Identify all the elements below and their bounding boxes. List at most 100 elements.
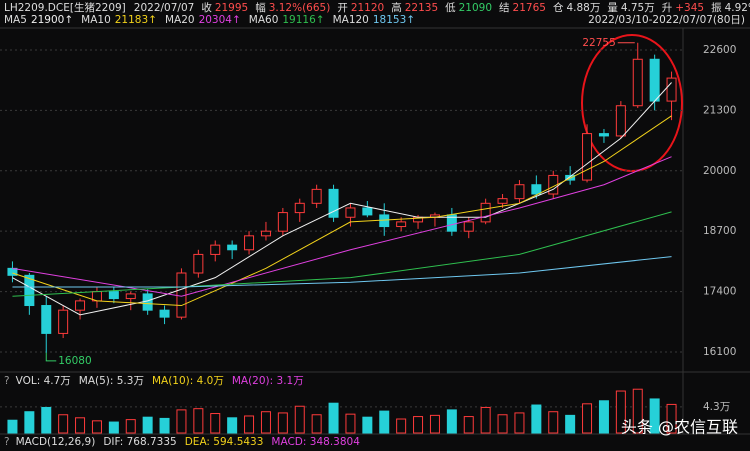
volume-bar: [91, 420, 102, 434]
field-label: 高: [391, 1, 402, 14]
volume-bar: [582, 403, 593, 434]
volume-bar: [24, 411, 35, 434]
candle-body: [260, 230, 271, 237]
high-annotation: 22755: [582, 37, 615, 49]
volume-bar: [615, 390, 626, 434]
volume-bar: [41, 406, 52, 434]
volume-bar: [565, 414, 576, 434]
volume-bar: [514, 412, 525, 434]
field-label: 振: [711, 1, 722, 14]
y-tick-label: 18700: [703, 225, 736, 237]
candle-body: [142, 293, 153, 311]
field-value: 4.88万: [566, 2, 600, 14]
legend-value: 21183↑: [115, 14, 157, 26]
macd-legend: DEA: 594.5433: [185, 436, 264, 448]
annotation-arrow: [45, 352, 57, 362]
candle-body: [24, 274, 35, 307]
candle-body: [193, 253, 204, 274]
symbol: LH2209.DCE[生猪2209]: [4, 1, 126, 14]
volume-legend: MA(5): 5.3万: [79, 375, 144, 387]
volume-bar: [210, 413, 221, 434]
field-label: 幅: [255, 1, 266, 14]
ma-line: [12, 82, 672, 316]
y-tick-label: 20000: [703, 165, 736, 177]
candle-body: [480, 202, 491, 223]
candle-body: [58, 309, 69, 334]
volume-bar: [345, 413, 356, 434]
candle-body: [615, 105, 626, 137]
date-range: 2022/03/10-2022/07/07(80日): [588, 14, 745, 26]
help-icon: ?: [4, 375, 10, 387]
field-value: +345: [675, 2, 704, 14]
candle-body: [108, 291, 119, 300]
legend-value: 20304↑: [199, 14, 241, 26]
volume-bar: [75, 417, 86, 434]
volume-bar: [598, 400, 609, 434]
candle-body: [75, 300, 86, 311]
y-tick-label: 16100: [703, 346, 736, 358]
macd-legend: MACD(12,26,9): [16, 436, 96, 448]
volume-bar: [463, 416, 474, 434]
candle-body: [41, 305, 52, 334]
field-value: 4.75万: [621, 2, 655, 14]
field-value: 4.92%: [725, 2, 750, 14]
volume-bar: [311, 414, 322, 434]
candle-body: [463, 221, 474, 232]
volume-bar: [666, 403, 677, 434]
field-label: 仓: [553, 1, 564, 14]
candle-body: [582, 133, 593, 181]
candle-body: [396, 221, 407, 228]
candle-body: [598, 133, 609, 137]
candle-body: [514, 184, 525, 200]
candle-body: [277, 212, 288, 232]
date: 2022/07/07: [134, 2, 195, 14]
field-label: 结: [499, 1, 510, 14]
candle-body: [328, 188, 339, 218]
volume-bar: [328, 402, 339, 434]
legend-value: 18153↑: [373, 14, 415, 26]
volume-legend: MA(10): 4.0万: [152, 375, 224, 387]
y-tick-label: 4.3万: [703, 401, 730, 413]
volume-bar: [548, 411, 559, 434]
volume-bar: [294, 405, 305, 434]
ma-line: [12, 115, 672, 307]
volume-bar: [480, 406, 491, 434]
field-label: 升: [662, 2, 673, 14]
field-value: 21090: [459, 2, 492, 14]
legend-value: 19116↑: [282, 14, 324, 26]
candle-body: [497, 198, 508, 204]
candle-body: [379, 214, 390, 228]
volume-bar: [193, 408, 204, 434]
legend-name: MA20: [165, 14, 195, 26]
candle-body: [345, 207, 356, 218]
volume-bar: [125, 419, 136, 434]
volume-bar: [429, 414, 440, 434]
volume-bar: [260, 411, 271, 434]
ma-line: [12, 211, 672, 297]
legend-name: MA5: [4, 14, 27, 26]
candle-body: [649, 58, 660, 102]
volume-bar: [413, 416, 424, 434]
candle-body: [666, 77, 677, 102]
field-label: 收: [201, 1, 212, 14]
ma-line: [12, 156, 672, 297]
legend-name: MA60: [249, 14, 279, 26]
volume-bar: [159, 417, 170, 434]
volume-bar: [7, 419, 18, 434]
field-value: 21995: [215, 2, 248, 14]
field-value: 3.12%(665): [269, 2, 331, 14]
field-value: 21765: [513, 2, 546, 14]
volume-bar: [379, 410, 390, 434]
volume-bar: [362, 416, 373, 434]
candle-body: [362, 207, 373, 216]
y-tick-label: 17400: [703, 286, 736, 298]
volume-bar: [176, 409, 187, 434]
candle-body: [210, 244, 221, 255]
low-annotation: 16080: [58, 355, 91, 367]
volume-bar: [446, 409, 457, 434]
candle-body: [227, 244, 238, 251]
volume-legend: VOL: 4.7万: [16, 375, 71, 387]
candle-body: [244, 235, 255, 251]
macd-legend: DIF: 768.7335: [103, 436, 176, 448]
